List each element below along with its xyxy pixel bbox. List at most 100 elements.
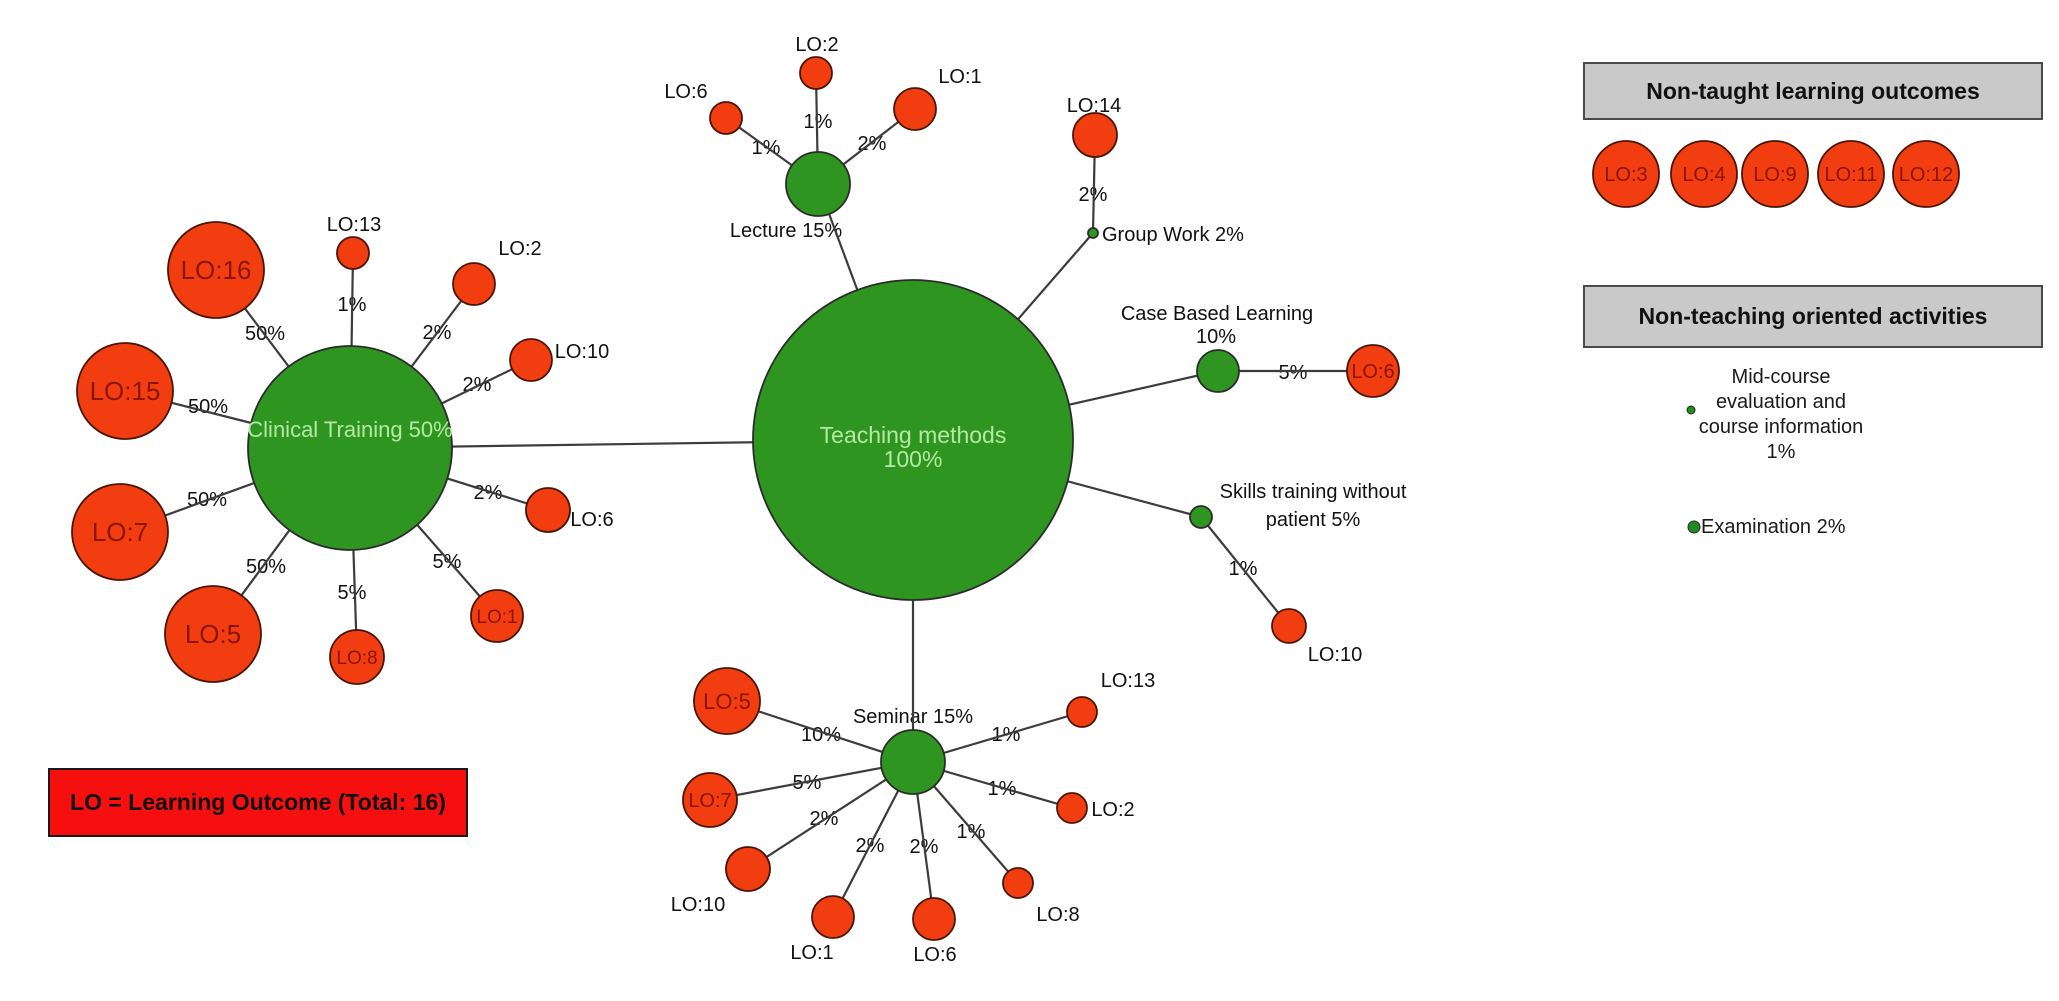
label-m5: LO:5 (703, 689, 751, 714)
node-c15 (76, 342, 174, 440)
node-leg11 (1817, 140, 1885, 208)
node-m8 (1002, 867, 1034, 899)
mid-course-line-4: 1% (1766, 441, 1796, 463)
mid-course-line-3: course information (1698, 416, 1864, 438)
node-c8 (329, 629, 385, 685)
node-m5 (693, 667, 761, 735)
node-groupwork (1087, 227, 1099, 239)
label-m13: LO:13 (1101, 670, 1155, 692)
label-c15: LO:15 (90, 376, 161, 406)
label-leg9: LO:9 (1753, 164, 1796, 186)
label-leg3: LO:3 (1604, 164, 1647, 186)
node-midcourse-dot (1686, 405, 1696, 415)
label-leg4: LO:4 (1682, 164, 1725, 186)
non-taught-outcomes-header: Non-taught learning outcomes (1583, 62, 2043, 120)
node-clinical (247, 345, 453, 551)
node-m1 (811, 895, 855, 939)
label-c5: LO:5 (185, 619, 241, 649)
non-teaching-activities-header: Non-teaching oriented activities (1583, 285, 2043, 348)
node-l2 (799, 56, 833, 90)
label-l6: LO:6 (664, 81, 707, 103)
pct-label-lecture-l1: 2% (858, 133, 887, 155)
pct-label-clinical-c6: 2% (474, 482, 503, 504)
label-skills-2: patient 5% (1266, 509, 1361, 531)
label-teaching-1: Teaching methods (820, 422, 1007, 448)
node-leg12 (1892, 140, 1960, 208)
node-m13 (1066, 696, 1098, 728)
label-m1: LO:1 (790, 942, 833, 964)
label-cbl-2: 10% (1196, 326, 1236, 348)
label-cbl-1: Case Based Learning (1121, 303, 1313, 325)
lo-note-text: LO = Learning Outcome (Total: 16) (70, 789, 446, 815)
label-teaching-2: 100% (884, 446, 943, 472)
label-c13: LO:13 (327, 214, 381, 236)
label-c10: LO:10 (555, 341, 609, 363)
node-m2 (1056, 792, 1088, 824)
mid-course-line-1: Mid-course (1731, 366, 1831, 388)
node-leg4 (1670, 140, 1738, 208)
label-groupwork: Group Work 2% (1102, 224, 1244, 246)
lo-note-box: LO = Learning Outcome (Total: 16) (48, 768, 468, 837)
node-c7 (71, 483, 169, 581)
non-taught-outcomes-title: Non-taught learning outcomes (1646, 77, 1980, 104)
label-c1: LO:1 (476, 607, 517, 628)
node-m10 (725, 846, 771, 892)
node-b6 (1346, 344, 1400, 398)
pct-label-clinical-c8: 5% (338, 582, 367, 604)
label-leg12: LO:12 (1899, 164, 1953, 186)
label-skills-1: Skills training without (1220, 481, 1407, 503)
node-leg9 (1741, 140, 1809, 208)
node-s10 (1271, 608, 1307, 644)
node-c10 (509, 338, 553, 382)
edge-seminar-m7 (709, 760, 914, 802)
node-c1 (470, 589, 524, 643)
node-examination-dot (1687, 520, 1701, 534)
pct-label-cbl-b6: 5% (1279, 362, 1308, 384)
label-s10: LO:10 (1308, 644, 1362, 666)
label-c8: LO:8 (336, 648, 377, 669)
label-g14: LO:14 (1067, 95, 1121, 117)
examination-label: Examination 2% (1701, 516, 1846, 538)
node-skills (1189, 505, 1213, 529)
pct-label-clinical-c15: 50% (188, 396, 228, 418)
node-c13 (336, 236, 370, 270)
edge-skills-s10 (1200, 516, 1290, 627)
label-m8: LO:8 (1036, 904, 1079, 926)
label-c6: LO:6 (570, 509, 613, 531)
mid-course-evaluation-label: Mid-course evaluation and course informa… (1671, 365, 1891, 465)
label-c16: LO:16 (181, 255, 252, 285)
pct-label-lecture-l2: 1% (804, 111, 833, 133)
node-m7 (682, 772, 738, 828)
node-l6 (709, 101, 743, 135)
node-g14 (1072, 112, 1118, 158)
mid-course-line-2: evaluation and (1715, 391, 1847, 413)
label-m7: LO:7 (688, 790, 731, 812)
pct-label-clinical-c5: 50% (246, 556, 286, 578)
label-m2: LO:2 (1091, 799, 1134, 821)
node-teaching (752, 279, 1074, 601)
node-c5 (164, 585, 262, 683)
node-c2 (452, 262, 496, 306)
label-l2: LO:2 (795, 34, 838, 56)
label-clinical: Clinical Training 50% (247, 417, 452, 442)
node-seminar (880, 729, 946, 795)
node-m6 (912, 897, 956, 941)
label-m6: LO:6 (913, 944, 956, 966)
node-lecture (785, 151, 851, 217)
non-teaching-activities-title: Non-teaching oriented activities (1638, 303, 1988, 329)
label-c7: LO:7 (92, 517, 148, 547)
label-l1: LO:1 (938, 66, 981, 88)
label-b6: LO:6 (1351, 361, 1394, 383)
node-cbl (1196, 349, 1240, 393)
node-c6 (525, 487, 571, 533)
label-lecture: Lecture 15% (730, 220, 843, 242)
pct-label-seminar-m7: 5% (793, 772, 822, 794)
label-m10: LO:10 (671, 894, 725, 916)
label-leg11: LO:11 (1825, 164, 1878, 186)
node-c16 (167, 221, 265, 319)
label-c2: LO:2 (498, 238, 541, 260)
pct-label-seminar-m2: 1% (988, 778, 1017, 800)
node-l1 (893, 87, 937, 131)
